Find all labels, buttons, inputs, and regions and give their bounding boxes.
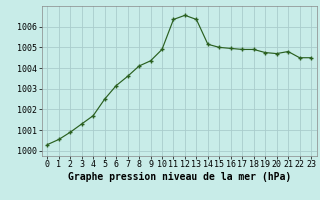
X-axis label: Graphe pression niveau de la mer (hPa): Graphe pression niveau de la mer (hPa) [68, 172, 291, 182]
